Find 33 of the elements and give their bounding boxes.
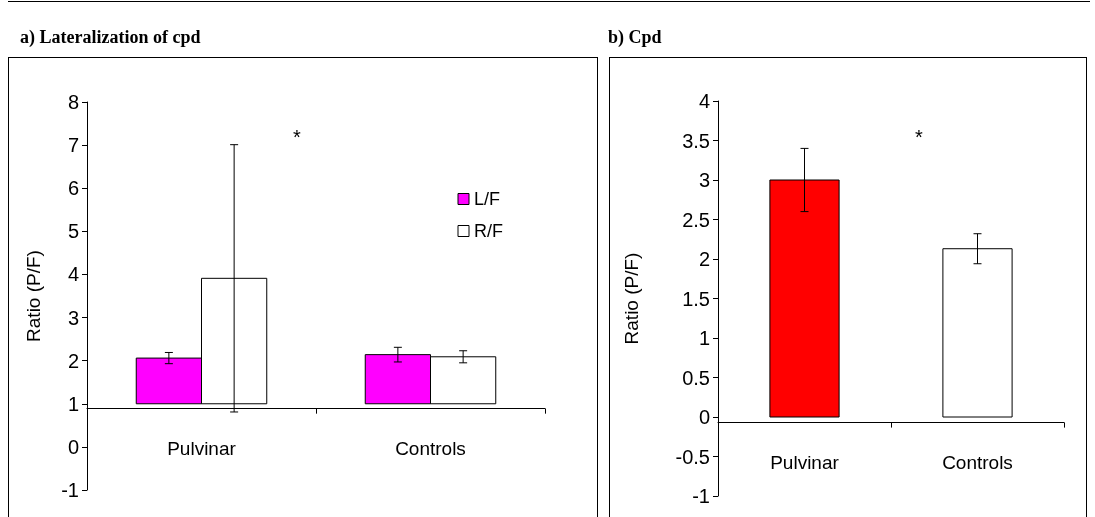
y-tick-label: 3	[67, 306, 79, 329]
x-tick-label: Pulvinar	[167, 437, 237, 459]
legend-label: R/F	[474, 221, 503, 241]
y-tick-label: 1	[67, 392, 79, 415]
annotation: *	[293, 126, 301, 148]
legend-label: L/F	[474, 189, 501, 209]
y-tick-label: 0.5	[682, 366, 710, 389]
y-tick-label: 2.5	[682, 208, 710, 231]
y-tick-label: -0.5	[675, 445, 710, 468]
y-axis-title: Ratio (P/F)	[23, 250, 44, 342]
y-tick-label: 4	[67, 263, 79, 286]
annotation: *	[915, 126, 923, 148]
y-tick-label: 5	[67, 220, 79, 243]
y-tick-label: 2	[698, 248, 710, 270]
y-tick-label: 6	[67, 177, 79, 200]
y-tick-label: 4	[698, 90, 710, 112]
y-axis-title: Ratio (P/F)	[621, 252, 642, 345]
y-tick-label: 3.5	[682, 129, 710, 152]
y-tick-label: 8	[67, 91, 79, 113]
y-tick-label: 3	[698, 169, 710, 191]
x-tick-label: Controls	[395, 437, 466, 459]
chart-title: b) Cpd	[608, 27, 662, 48]
y-tick-label: 0	[698, 406, 710, 428]
y-tick-label: 7	[67, 134, 79, 157]
y-tick-label: 1.5	[682, 287, 710, 310]
y-tick-label: -1	[61, 479, 79, 501]
y-tick-label: 0	[67, 435, 79, 458]
y-tick-label: 2	[67, 349, 79, 372]
x-tick-label: Pulvinar	[770, 451, 840, 473]
chart-title: a) Lateralization of cpd	[20, 27, 201, 48]
x-tick-label: Controls	[942, 451, 1013, 473]
y-tick-label: 1	[698, 327, 710, 349]
y-tick-label: -1	[692, 485, 710, 507]
